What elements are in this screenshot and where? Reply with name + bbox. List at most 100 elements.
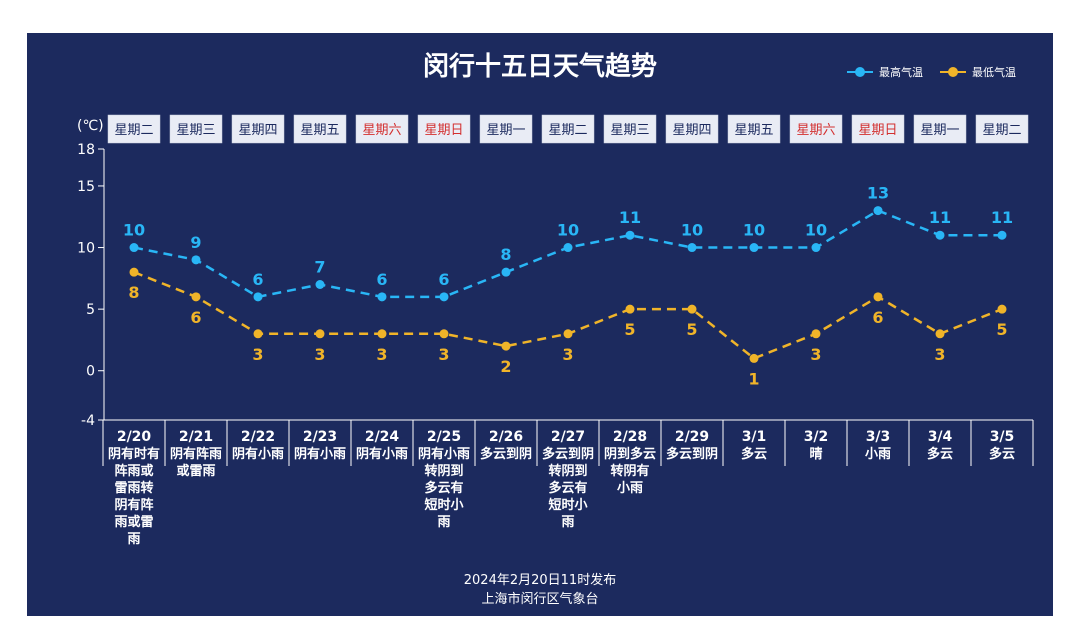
y-tick-label: 18 xyxy=(77,142,95,158)
data-point xyxy=(253,329,263,339)
condition-label: 阴有阵 xyxy=(114,497,153,513)
weekday-label: 星期五 xyxy=(300,123,339,138)
data-point xyxy=(315,329,325,339)
weekday-label: 星期一 xyxy=(920,123,959,138)
data-label: 3 xyxy=(252,345,263,364)
weekday-box xyxy=(293,114,347,144)
condition-label: 阴有阵雨 xyxy=(170,446,222,462)
date-label: 2/24 xyxy=(365,429,400,445)
y-tick-label: 0 xyxy=(86,364,95,380)
chart-svg: 闵行十五日天气趋势 最高气温 最低气温 (℃) 星期二 星期三 星期四 星期五 星期六 星期日 星期… xyxy=(77,51,1034,607)
data-point xyxy=(501,267,511,277)
data-point xyxy=(997,304,1007,314)
date-label: 2/26 xyxy=(489,429,523,445)
date-label: 2/23 xyxy=(303,429,337,445)
condition-label: 雨 xyxy=(127,532,140,547)
date-label: 3/1 xyxy=(742,429,767,445)
data-point xyxy=(377,329,387,339)
condition-label: 阴有小雨 xyxy=(294,446,346,462)
data-label: 6 xyxy=(438,270,449,289)
weekday-box xyxy=(107,114,161,144)
weekday-label: 星期四 xyxy=(238,123,277,138)
weekday-label: 星期一 xyxy=(486,123,525,138)
weekday-label: 星期二 xyxy=(982,123,1021,138)
condition-label: 阵雨或 xyxy=(114,463,153,479)
condition-label: 多云有 xyxy=(548,480,587,496)
data-point xyxy=(625,230,635,240)
data-label: 11 xyxy=(619,208,641,227)
data-label: 3 xyxy=(376,345,387,364)
data-point xyxy=(377,292,387,302)
weekday-box xyxy=(417,114,471,144)
weekday-label: 星期五 xyxy=(734,123,773,138)
weekday-box xyxy=(603,114,657,144)
condition-label: 多云 xyxy=(927,446,953,462)
weekday-box xyxy=(727,114,781,144)
weekday-label: 星期二 xyxy=(114,123,153,138)
date-label: 2/21 xyxy=(179,429,213,445)
y-tick-label: 5 xyxy=(86,302,95,318)
data-point xyxy=(687,243,697,253)
data-label: 7 xyxy=(314,258,325,277)
data-label: 10 xyxy=(743,221,765,240)
condition-label: 多云到阴 xyxy=(480,446,532,462)
date-label: 2/29 xyxy=(675,429,709,445)
legend-marker-1 xyxy=(948,67,958,77)
condition-label: 或雷雨 xyxy=(176,463,215,479)
date-label: 2/20 xyxy=(117,429,152,445)
data-point xyxy=(253,292,263,302)
y-tick-label: 15 xyxy=(77,179,95,195)
data-label: 6 xyxy=(872,308,883,327)
condition-label: 短时小 xyxy=(548,497,587,513)
date-label: 2/22 xyxy=(241,429,275,445)
data-point xyxy=(873,206,883,216)
weekday-box xyxy=(975,114,1029,144)
date-label: 2/27 xyxy=(551,429,585,445)
weekday-box xyxy=(851,114,905,144)
data-point xyxy=(935,329,945,339)
data-label: 9 xyxy=(190,233,201,252)
condition-label: 多云有 xyxy=(424,480,463,496)
weekday-box xyxy=(231,114,285,144)
data-point xyxy=(687,304,697,314)
data-point xyxy=(439,329,449,339)
condition-label: 晴 xyxy=(809,446,822,462)
data-point xyxy=(191,255,201,265)
data-point xyxy=(439,292,449,302)
condition-label: 多云到阴 xyxy=(666,446,718,462)
data-point xyxy=(811,329,821,339)
condition-label: 多云 xyxy=(989,446,1015,462)
data-point xyxy=(997,230,1007,240)
condition-label: 阴有小雨 xyxy=(232,446,284,462)
data-point xyxy=(563,329,573,339)
weekday-box xyxy=(665,114,719,144)
unit-label: (℃) xyxy=(77,118,104,134)
data-point xyxy=(749,353,759,363)
weekday-box xyxy=(541,114,595,144)
condition-label: 多云到阴 xyxy=(542,446,594,462)
condition-label: 转阴到 xyxy=(424,463,463,479)
data-label: 5 xyxy=(624,320,635,339)
legend-label-1: 最低气温 xyxy=(972,65,1016,79)
data-label: 3 xyxy=(314,345,325,364)
data-label: 3 xyxy=(562,345,573,364)
legend-label-0: 最高气温 xyxy=(879,65,923,79)
date-label: 3/4 xyxy=(928,429,953,445)
data-point xyxy=(129,243,139,253)
data-point xyxy=(129,267,139,277)
data-label: 10 xyxy=(123,221,145,240)
data-point xyxy=(749,243,759,253)
data-label: 5 xyxy=(686,320,697,339)
chart-title: 闵行十五日天气趋势 xyxy=(423,51,657,82)
date-label: 3/3 xyxy=(866,429,891,445)
condition-label: 转阴有 xyxy=(610,463,649,479)
data-label: 3 xyxy=(810,345,821,364)
y-tick-label: 10 xyxy=(77,241,95,257)
weekday-label: 星期二 xyxy=(548,123,587,138)
data-label: 11 xyxy=(991,208,1013,227)
weekday-label: 星期日 xyxy=(858,123,897,138)
data-label: 8 xyxy=(500,245,511,264)
weekday-label: 星期三 xyxy=(176,123,215,138)
data-label: 6 xyxy=(252,270,263,289)
date-label: 3/5 xyxy=(990,429,1015,445)
